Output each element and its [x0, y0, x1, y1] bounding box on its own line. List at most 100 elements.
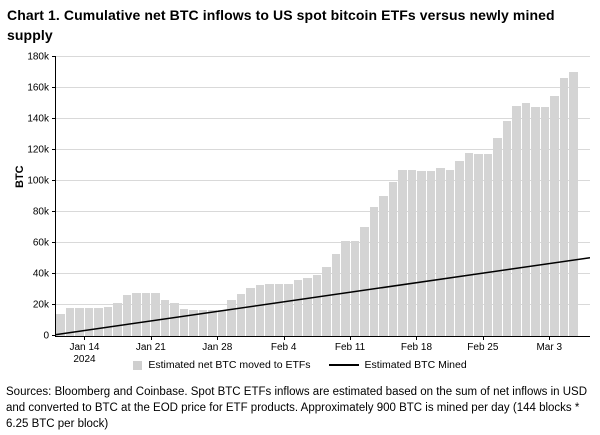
y-tick-label: 80k	[32, 206, 49, 218]
bar-feb-22	[455, 160, 464, 336]
bar-feb-25	[483, 153, 492, 336]
bar-feb-28	[512, 105, 521, 336]
bar-feb-2	[265, 283, 274, 336]
y-tick-label: 160k	[27, 82, 49, 94]
bar-jan-15	[94, 308, 103, 336]
bar-feb-11	[350, 240, 359, 336]
bar-jan-26	[198, 310, 207, 336]
chart-title: Chart 1. Cumulative net BTC inflows to U…	[7, 7, 555, 43]
legend-item-etf-inflows: Estimated net BTC moved to ETFs	[133, 359, 311, 371]
x-tick-label-jan-21: Jan 21	[135, 342, 166, 353]
gridline-120k	[56, 149, 590, 150]
bar-mar-4	[559, 77, 568, 336]
gridline-140k	[56, 118, 590, 119]
y-tick-mark	[52, 180, 56, 181]
y-tick-mark	[52, 242, 56, 243]
x-tick-label-feb-25: Feb 25	[467, 342, 499, 353]
y-tick-mark	[52, 56, 56, 57]
x-tick-mark	[84, 336, 86, 340]
y-axis-label: BTC	[14, 165, 26, 188]
bar-feb-23	[464, 153, 473, 336]
x-tick-mark	[549, 336, 551, 340]
bar-feb-29	[521, 102, 530, 336]
gridline-160k	[56, 87, 590, 88]
bar-feb-13	[369, 206, 378, 336]
bar-jan-21	[151, 293, 160, 336]
y-tick-label: 140k	[27, 113, 49, 125]
bar-feb-5	[293, 280, 302, 336]
bar-jan-19	[132, 293, 141, 336]
bar-jan-30	[236, 294, 245, 336]
bar-mar-3	[550, 95, 559, 336]
gridline-60k	[56, 242, 590, 243]
x-tick-mark	[217, 336, 219, 340]
y-tick-mark	[52, 273, 56, 274]
bar-jan-24	[179, 309, 188, 336]
x-tick-label-jan-14: Jan 14 2024	[69, 342, 100, 365]
bar-jan-18	[122, 294, 131, 336]
y-tick-label: 120k	[27, 144, 49, 156]
gridline-100k	[56, 180, 590, 181]
bar-feb-26	[493, 137, 502, 336]
legend-label: Estimated net BTC moved to ETFs	[148, 359, 311, 371]
x-tick-mark	[283, 336, 285, 340]
x-tick-label-mar-3: Mar 3	[536, 342, 563, 353]
bar-jan-16	[103, 306, 112, 336]
plot-area: 0 20k 40k 60k 80k 100k 120k 140k 160k 180k Jan 14 2…	[27, 52, 590, 365]
gridline-180k	[56, 56, 590, 57]
bar-jan-22	[160, 300, 169, 336]
y-tick-mark	[52, 87, 56, 88]
bar-feb-24	[474, 153, 483, 336]
bar-mar-1	[531, 107, 540, 336]
x-tick-mark	[150, 336, 152, 340]
bar-jan-29	[227, 300, 236, 336]
y-tick-mark	[52, 149, 56, 150]
bar-feb-19	[426, 170, 435, 336]
bar-feb-18	[417, 170, 426, 336]
y-tick-label: 40k	[32, 268, 49, 280]
y-tick-label: 0	[43, 330, 49, 342]
bar-feb-8	[322, 267, 331, 336]
x-tick-mark	[482, 336, 484, 340]
bar-jan-12	[65, 308, 74, 336]
bar-jan-31	[246, 287, 255, 336]
source-footnote: Sources: Bloomberg and Coinbase. Spot BT…	[6, 386, 588, 430]
x-tick-label-feb-4: Feb 4	[270, 342, 297, 353]
x-tick-mark	[416, 336, 418, 340]
gridline-80k	[56, 211, 590, 212]
bar-mar-5	[569, 71, 578, 336]
bar-feb-7	[312, 274, 321, 336]
x-tick-label-feb-18: Feb 18	[400, 342, 433, 353]
bar-feb-17	[407, 170, 416, 336]
y-tick-label: 180k	[27, 51, 49, 63]
x-tick-label-feb-11: Feb 11	[334, 342, 366, 353]
bar-feb-16	[398, 170, 407, 336]
bar-feb-1	[255, 284, 264, 336]
bar-mar-2	[540, 107, 549, 336]
y-tick-mark	[52, 211, 56, 212]
bar-feb-20	[436, 167, 445, 336]
y-tick-mark	[52, 304, 56, 305]
bar-jan-23	[170, 302, 179, 336]
bar-swatch-icon	[133, 360, 143, 370]
line-swatch-icon	[328, 364, 359, 366]
bar-jan-13	[75, 308, 84, 336]
bar-jan-11	[56, 314, 65, 336]
y-tick-label: 60k	[32, 237, 49, 249]
y-tick-mark	[52, 335, 56, 336]
bar-feb-3	[274, 283, 283, 336]
legend-label: Estimated BTC Mined	[364, 359, 467, 371]
bar-feb-4	[284, 283, 293, 336]
legend: Estimated net BTC moved to ETFs Estimate…	[0, 359, 600, 371]
y-tick-mark	[52, 118, 56, 119]
bar-feb-12	[360, 226, 369, 336]
bar-jan-25	[189, 310, 198, 336]
y-tick-label: 20k	[32, 299, 49, 311]
legend-item-btc-mined: Estimated BTC Mined	[311, 359, 467, 371]
bar-feb-10	[341, 240, 350, 336]
x-tick-mark	[350, 336, 352, 340]
bar-jan-28	[217, 309, 226, 336]
bar-feb-14	[379, 195, 388, 336]
bar-feb-21	[445, 170, 454, 336]
